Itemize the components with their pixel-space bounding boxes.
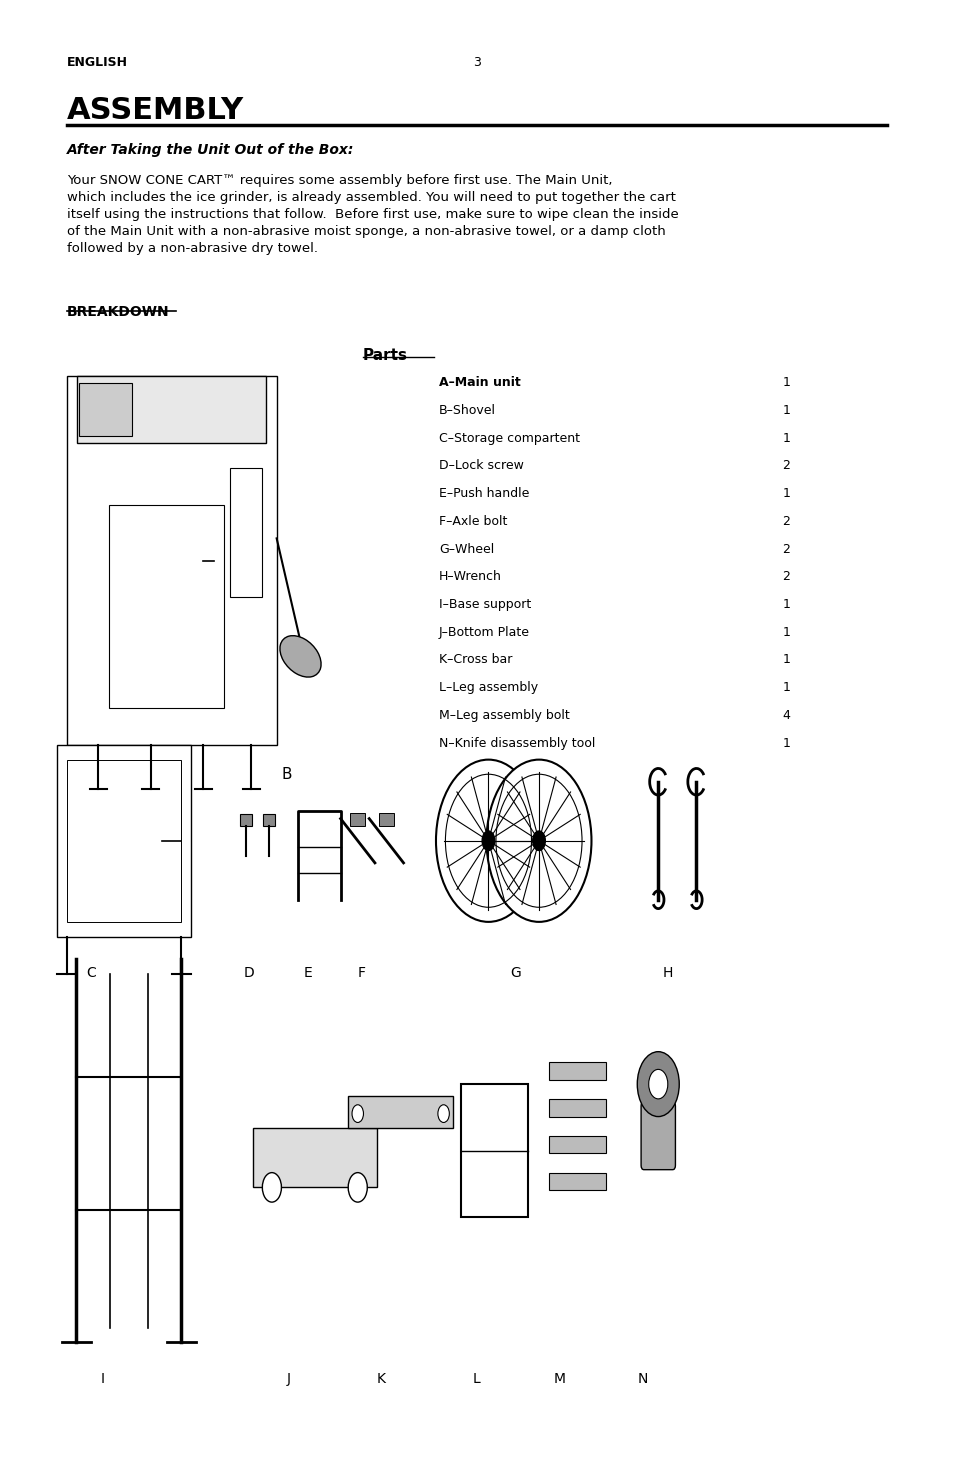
Text: F–Axle bolt: F–Axle bolt [438, 515, 507, 528]
Ellipse shape [279, 636, 321, 677]
Circle shape [262, 1173, 281, 1202]
Text: C–Storage compartent: C–Storage compartent [438, 432, 579, 444]
Text: J–Bottom Plate: J–Bottom Plate [438, 625, 529, 639]
Text: Parts: Parts [362, 348, 407, 363]
Text: C: C [86, 966, 95, 979]
Text: Your SNOW CONE CART™ requires some assembly before first use. The Main Unit,
whi: Your SNOW CONE CART™ requires some assem… [67, 174, 678, 255]
FancyBboxPatch shape [378, 813, 394, 826]
Text: N–Knife disassembly tool: N–Knife disassembly tool [438, 736, 595, 749]
Circle shape [648, 1069, 667, 1099]
Text: 4: 4 [781, 709, 789, 721]
FancyBboxPatch shape [77, 376, 266, 442]
Text: H–Wrench: H–Wrench [438, 571, 501, 583]
FancyBboxPatch shape [460, 1084, 527, 1217]
Text: 1: 1 [781, 736, 789, 749]
Text: M: M [553, 1372, 565, 1385]
Text: L: L [472, 1372, 479, 1385]
Text: ASSEMBLY: ASSEMBLY [67, 96, 244, 125]
FancyBboxPatch shape [548, 1173, 605, 1190]
Text: B: B [281, 767, 292, 782]
Circle shape [532, 830, 545, 851]
Text: E–Push handle: E–Push handle [438, 487, 529, 500]
FancyBboxPatch shape [548, 1136, 605, 1153]
Text: 1: 1 [781, 597, 789, 611]
Text: 1: 1 [781, 376, 789, 389]
Circle shape [486, 760, 591, 922]
Text: 2: 2 [781, 543, 789, 556]
Text: 2: 2 [781, 515, 789, 528]
FancyBboxPatch shape [640, 1102, 675, 1170]
FancyBboxPatch shape [57, 745, 191, 937]
Text: 1: 1 [781, 681, 789, 695]
Text: L–Leg assembly: L–Leg assembly [438, 681, 537, 695]
FancyBboxPatch shape [253, 1128, 376, 1187]
Text: D: D [243, 966, 253, 979]
Text: B–Shovel: B–Shovel [438, 404, 496, 417]
Text: 1: 1 [781, 404, 789, 417]
Text: K: K [376, 1372, 385, 1385]
Text: N: N [637, 1372, 647, 1385]
Text: K–Cross bar: K–Cross bar [438, 653, 512, 667]
FancyBboxPatch shape [79, 382, 132, 437]
Text: J: J [286, 1372, 290, 1385]
Text: G–Wheel: G–Wheel [438, 543, 494, 556]
Text: E: E [303, 966, 312, 979]
Circle shape [637, 1052, 679, 1117]
Circle shape [437, 1105, 449, 1122]
FancyBboxPatch shape [548, 1099, 605, 1117]
Text: M–Leg assembly bolt: M–Leg assembly bolt [438, 709, 569, 721]
FancyBboxPatch shape [231, 469, 262, 597]
Circle shape [352, 1105, 363, 1122]
Text: I: I [100, 1372, 104, 1385]
Text: 1: 1 [781, 625, 789, 639]
Text: BREAKDOWN: BREAKDOWN [67, 305, 170, 319]
Text: 2: 2 [781, 459, 789, 472]
Circle shape [348, 1173, 367, 1202]
FancyBboxPatch shape [67, 376, 276, 745]
FancyBboxPatch shape [348, 1096, 453, 1128]
FancyBboxPatch shape [109, 504, 224, 708]
FancyBboxPatch shape [263, 814, 274, 826]
Text: 3: 3 [473, 56, 480, 69]
FancyBboxPatch shape [67, 760, 181, 922]
Circle shape [481, 830, 495, 851]
Text: H: H [662, 966, 673, 979]
FancyBboxPatch shape [350, 813, 365, 826]
Text: G: G [510, 966, 520, 979]
Text: D–Lock screw: D–Lock screw [438, 459, 523, 472]
FancyBboxPatch shape [548, 1062, 605, 1080]
Text: A–Main unit: A–Main unit [438, 376, 520, 389]
Text: 1: 1 [781, 487, 789, 500]
Text: ENGLISH: ENGLISH [67, 56, 128, 69]
Circle shape [436, 760, 540, 922]
Text: After Taking the Unit Out of the Box:: After Taking the Unit Out of the Box: [67, 143, 354, 156]
Text: I–Base support: I–Base support [438, 597, 531, 611]
Text: 2: 2 [781, 571, 789, 583]
Text: 1: 1 [781, 432, 789, 444]
Text: 1: 1 [781, 653, 789, 667]
Text: F: F [357, 966, 365, 979]
FancyBboxPatch shape [240, 814, 252, 826]
Text: A: A [148, 767, 159, 782]
